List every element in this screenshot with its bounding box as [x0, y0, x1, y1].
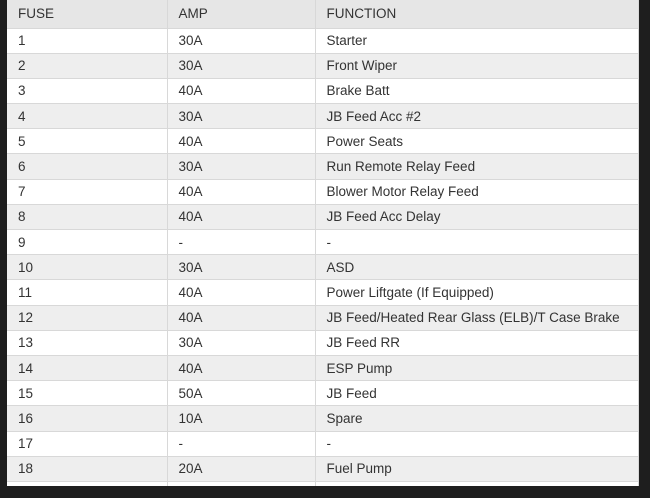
function-cell: Blower Motor Relay Feed — [315, 179, 639, 205]
header-amp: AMP — [167, 0, 316, 29]
amp-cell: 40A — [167, 128, 316, 155]
fuse-cell: 16 — [7, 405, 168, 432]
fuse-cell: 3 — [7, 78, 168, 105]
table-row: 9-- — [7, 229, 639, 256]
table-row: 7 40A Blower Motor Relay Feed — [7, 179, 639, 205]
empty-cell — [315, 481, 639, 486]
amp-cell: 10A — [167, 405, 316, 432]
header-row: FUSE AMP FUNCTION — [7, 0, 639, 29]
fuse-cell: 13 — [7, 330, 168, 356]
fuse-cell: 11 — [7, 279, 168, 306]
fuse-cell: 8 — [7, 204, 168, 231]
function-cell: - — [315, 229, 639, 256]
function-cell: ASD — [315, 254, 639, 281]
table-row: 3 40A Brake Batt — [7, 78, 639, 105]
table-row: 8 40A JB Feed Acc Delay — [7, 204, 639, 231]
function-cell: Front Wiper — [315, 53, 639, 79]
fuse-cell: 5 — [7, 128, 168, 155]
fuse-cell: 14 — [7, 355, 168, 382]
amp-cell: 40A — [167, 204, 316, 231]
fuse-cell: 10 — [7, 254, 168, 281]
table-row: 1 30A Starter — [7, 28, 639, 54]
fuse-cell: 15 — [7, 380, 168, 407]
amp-cell: 30A — [167, 330, 316, 356]
fuse-cell: 1 — [7, 28, 168, 54]
function-cell: JB Feed — [315, 380, 639, 407]
amp-cell: 20A — [167, 456, 316, 482]
function-cell: Power Liftgate (If Equipped) — [315, 279, 639, 306]
function-cell: - — [315, 431, 639, 457]
function-cell: JB Feed/Heated Rear Glass (ELB)/T Case B… — [315, 305, 639, 331]
amp-cell: 50A — [167, 380, 316, 407]
amp-cell: 30A — [167, 103, 316, 130]
fuse-cell: 4 — [7, 103, 168, 130]
function-cell: Fuel Pump — [315, 456, 639, 482]
amp-cell: 40A — [167, 78, 316, 105]
amp-cell: 40A — [167, 305, 316, 331]
amp-cell: 40A — [167, 279, 316, 306]
table-row: 2 30A Front Wiper — [7, 53, 639, 79]
amp-cell: - — [167, 431, 316, 457]
function-cell: Spare — [315, 405, 639, 432]
table-row: 18 20A Fuel Pump — [7, 456, 639, 482]
fuse-cell: 12 — [7, 305, 168, 331]
function-cell: Starter — [315, 28, 639, 54]
table-row: 13 30A JB Feed RR — [7, 330, 639, 356]
function-cell: JB Feed Acc #2 — [315, 103, 639, 130]
table-row: 17- - — [7, 431, 639, 457]
fuse-cell: 6 — [7, 153, 168, 180]
function-cell: Run Remote Relay Feed — [315, 153, 639, 180]
table-row: 15 50A JB Feed — [7, 380, 639, 407]
fuse-cell: 18 — [7, 456, 168, 482]
header-fuse: FUSE — [7, 0, 168, 29]
fuse-cell: 7 — [7, 179, 168, 205]
amp-cell: 40A — [167, 355, 316, 382]
fuse-cell: 17 — [7, 431, 168, 457]
empty-cell — [7, 481, 168, 486]
table-row: 6 30A Run Remote Relay Feed — [7, 153, 639, 180]
function-cell: JB Feed RR — [315, 330, 639, 356]
table-row: 16 10A Spare — [7, 405, 639, 432]
amp-cell: - — [167, 229, 316, 256]
table-row: 11 40A Power Liftgate (If Equipped) — [7, 279, 639, 306]
fuse-table: FUSE AMP FUNCTION 1 30A Starter 2 30A Front W… — [7, 0, 639, 486]
fuse-table-container: FUSE AMP FUNCTION 1 30A Starter 2 30A Front W… — [7, 0, 639, 486]
amp-cell: 30A — [167, 153, 316, 180]
amp-cell: 30A — [167, 254, 316, 281]
table-row: 14 40A ESP Pump — [7, 355, 639, 382]
fuse-cell: 2 — [7, 53, 168, 79]
amp-cell: 30A — [167, 53, 316, 79]
function-cell: Power Seats — [315, 128, 639, 155]
table-row-partial — [7, 481, 639, 486]
table-row: 4 30A JB Feed Acc #2 — [7, 103, 639, 130]
function-cell: Brake Batt — [315, 78, 639, 105]
amp-cell: 40A — [167, 179, 316, 205]
empty-cell — [167, 481, 316, 486]
header-function: FUNCTION — [315, 0, 639, 29]
fuse-cell: 9 — [7, 229, 168, 256]
table-row: 10 30A ASD — [7, 254, 639, 281]
table-row: 12 40A JB Feed/Heated Rear Glass (ELB)/T C… — [7, 305, 639, 331]
function-cell: JB Feed Acc Delay — [315, 204, 639, 231]
amp-cell: 30A — [167, 28, 316, 54]
table-row: 5 40A Power Seats — [7, 128, 639, 155]
function-cell: ESP Pump — [315, 355, 639, 382]
